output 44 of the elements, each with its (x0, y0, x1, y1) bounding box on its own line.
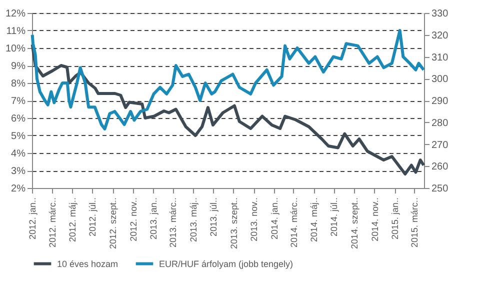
y-tick-label: 11% (6, 26, 26, 37)
y-tick-label: 4% (11, 148, 26, 160)
x-tick-label: 2013. júl.. (208, 198, 218, 237)
y-tick-label: 10% (5, 44, 26, 54)
y2-tick-label: 280 (432, 118, 449, 129)
x-tick-label: 2012. nov.. (128, 198, 138, 242)
line-series (30, 43, 426, 176)
line-series (30, 29, 426, 130)
x-tick-label: 2014. nov.. (370, 198, 380, 242)
x-tick-label: 2014. júl.. (329, 198, 340, 237)
x-tick-label: 2014. márc.. (288, 198, 299, 248)
y2-tick-label: 320 (432, 30, 449, 42)
x-tick-label: 2012. júl.. (88, 198, 98, 237)
x-tick-label: 2014. jan.. (269, 198, 280, 240)
legend-label: 10 éves hozam (57, 258, 118, 269)
x-tick-label: 2012. szept.. (108, 198, 118, 250)
y-tick-label: 9% (11, 61, 26, 72)
x-tick-label: 2013. jan.. (148, 198, 159, 240)
y-tick-label: 12% (5, 8, 26, 20)
x-tick-label: 2012. márc.. (47, 198, 58, 248)
y2-tick-label: 250 (432, 184, 449, 194)
x-tick-label: 2012. máj.. (68, 198, 78, 242)
x-tick-label: 2012. jan.. (28, 198, 38, 240)
y2-tick-label: 270 (432, 140, 449, 151)
x-tick-label: 2013. szept.. (228, 198, 239, 250)
x-tick-label: 2014. szept.. (350, 198, 360, 250)
x-tick-label: 2013. máj.. (188, 198, 198, 242)
y-tick-label: 5% (11, 131, 26, 142)
legend-label: EUR/HUF árfolyam (jobb tengely) (159, 258, 294, 269)
y-tick-label: 8% (11, 78, 26, 90)
y-tick-label: 7% (11, 96, 26, 107)
y2-tick-label: 300 (432, 74, 449, 86)
y2-tick-label: 290 (432, 96, 449, 107)
y-tick-label: 3% (11, 166, 26, 177)
y-tick-label: 6% (11, 114, 26, 124)
y2-tick-label: 260 (432, 162, 449, 173)
x-tick-label: 2015. márc.. (410, 198, 420, 248)
y2-tick-label: 310 (432, 52, 449, 64)
y-tick-label: 2% (11, 184, 26, 194)
x-tick-label: 2015. jan.. (390, 198, 400, 240)
x-tick-label: 2013. márc.. (168, 198, 178, 248)
x-tick-label: 2013. nov.. (249, 198, 260, 242)
y2-tick-label: 330 (432, 8, 449, 20)
x-tick-label: 2014. máj.. (309, 198, 320, 242)
